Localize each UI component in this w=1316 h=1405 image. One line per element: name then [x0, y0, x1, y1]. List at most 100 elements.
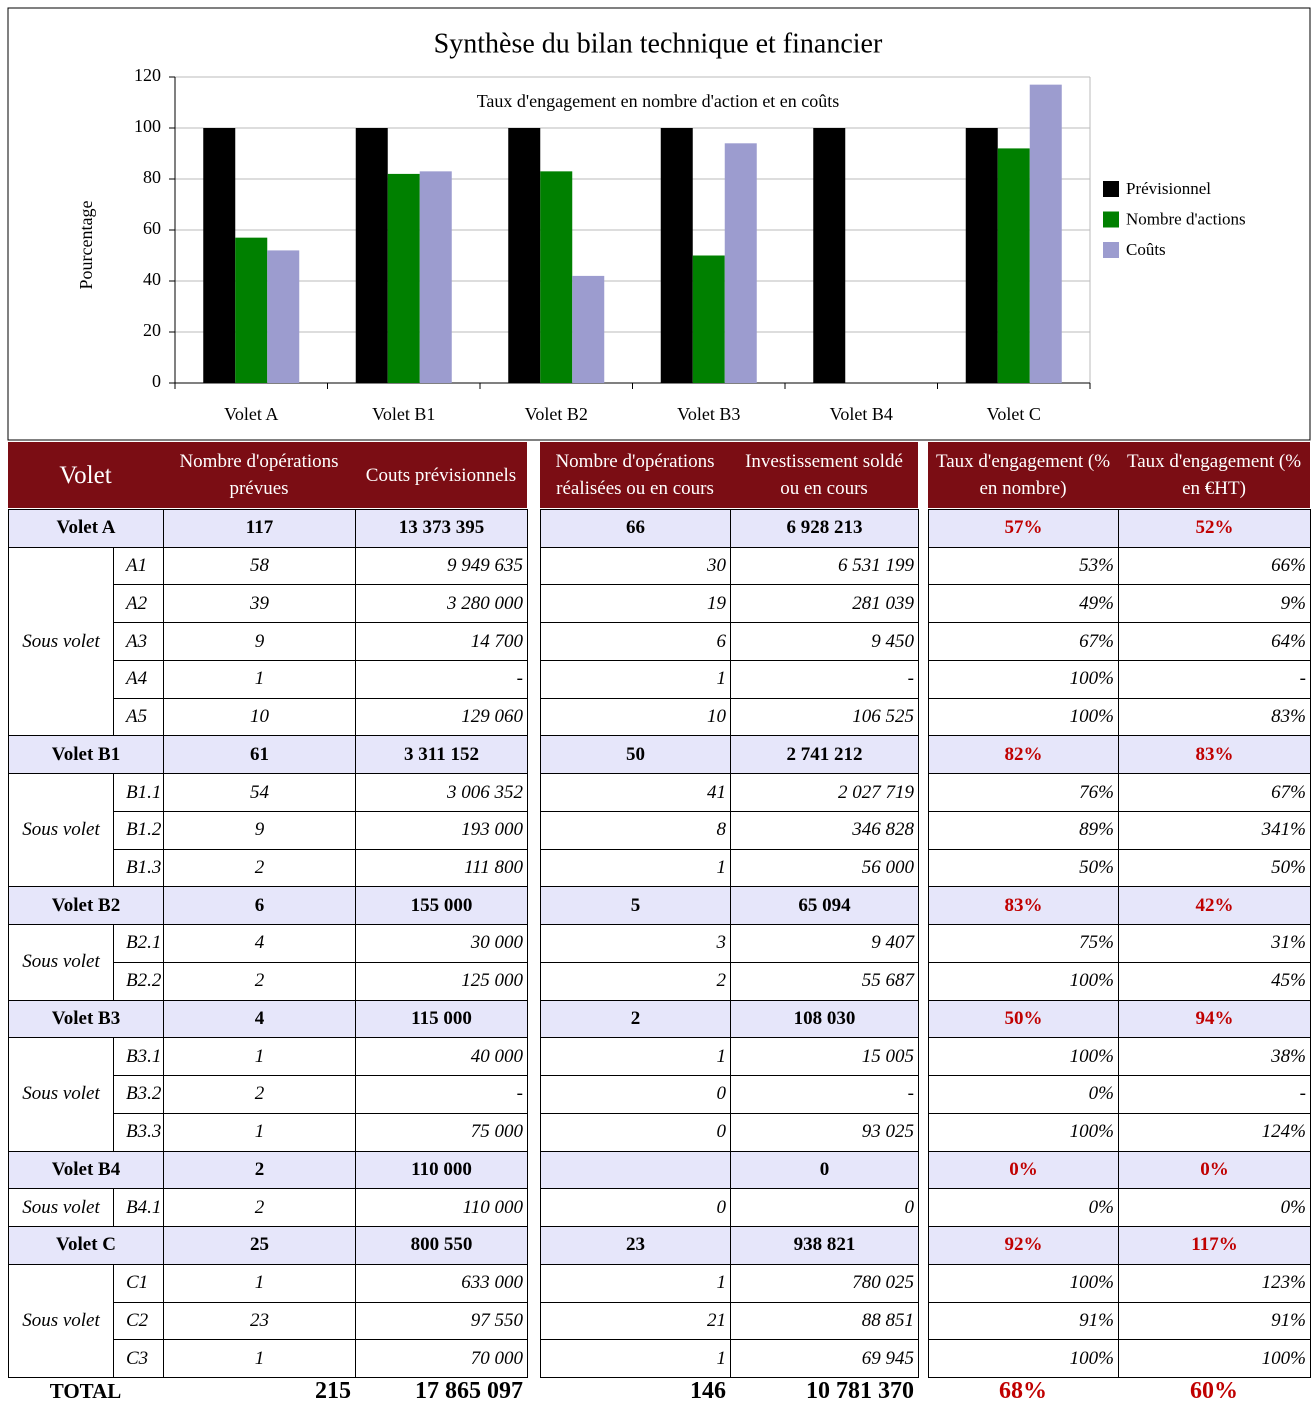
group-cell: 108 030 — [730, 999, 919, 1039]
sub-cell: 2 — [163, 961, 356, 1001]
bar — [540, 171, 573, 383]
sub-code: B1.2 — [113, 810, 164, 850]
group-cell: 50 — [540, 735, 731, 775]
sub-cell: - — [355, 1075, 528, 1114]
sub-cell: 125 000 — [355, 961, 528, 1001]
sub-cell: 0 — [540, 1112, 731, 1152]
group-cell: 2 741 212 — [730, 735, 919, 775]
group-cell: 2 — [540, 999, 731, 1039]
sub-cell: 110 000 — [355, 1188, 528, 1228]
legend-swatch — [1103, 211, 1119, 228]
sub-cell: 9 — [163, 622, 356, 661]
header-cell: Nombre d'opérations réalisées ou en cour… — [540, 442, 730, 508]
sub-cell: 346 828 — [730, 810, 919, 850]
sub-cell: 50% — [1118, 848, 1311, 888]
sub-cell: 100% — [928, 697, 1119, 737]
sub-cell: 97 550 — [355, 1301, 528, 1341]
group-cell: 117 — [163, 509, 356, 548]
group-cell: 0% — [1118, 1150, 1311, 1190]
bar — [572, 275, 605, 383]
sub-code: B1.1 — [113, 773, 164, 812]
group-label: Volet A — [8, 509, 164, 548]
group-cell: 155 000 — [355, 886, 528, 926]
group-cell: 2 — [163, 1150, 356, 1190]
sub-cell: 1 — [540, 1339, 731, 1378]
sub-cell: 45% — [1118, 961, 1311, 1001]
sub-cell: - — [355, 659, 528, 699]
sub-code: A5 — [113, 697, 164, 737]
sub-cell: 75 000 — [355, 1112, 528, 1152]
x-tick-label: Volet A — [224, 404, 278, 424]
sub-code: A1 — [113, 546, 164, 586]
sub-cell: 3 006 352 — [355, 773, 528, 812]
sub-cell: 0% — [1118, 1188, 1311, 1228]
sub-cell: 1 — [540, 848, 731, 888]
group-label: Volet B2 — [8, 886, 164, 926]
sub-cell: 0 — [730, 1188, 919, 1228]
sub-cell: 53% — [928, 546, 1119, 586]
sub-cell: 39 — [163, 584, 356, 624]
sub-cell: 1 — [163, 1112, 356, 1152]
y-tick-label: 40 — [143, 269, 161, 289]
sub-cell: 6 — [540, 622, 731, 661]
total-cell: 17 865 097 — [415, 1377, 523, 1404]
legend-label: Coûts — [1126, 240, 1166, 259]
sub-code: A2 — [113, 584, 164, 624]
bar — [692, 255, 725, 383]
group-cell — [540, 1150, 731, 1190]
chart: Synthèse du bilan technique et financier… — [7, 7, 1311, 441]
sub-label: Sous volet — [8, 924, 114, 1001]
sub-cell: 69 945 — [730, 1339, 919, 1378]
group-cell: 6 928 213 — [730, 509, 919, 548]
sub-cell: 100% — [928, 1263, 1119, 1303]
sub-cell: 91% — [1118, 1301, 1311, 1341]
sub-cell: 67% — [928, 622, 1119, 661]
bar — [203, 128, 236, 383]
sub-cell: 56 000 — [730, 848, 919, 888]
sub-cell: 10 — [163, 697, 356, 737]
group-cell: 6 — [163, 886, 356, 926]
group-cell: 83% — [928, 886, 1119, 926]
sub-cell: 54 — [163, 773, 356, 812]
sub-cell: 9 949 635 — [355, 546, 528, 586]
chart-frame — [7, 7, 1311, 441]
group-label: Volet C — [8, 1226, 164, 1265]
group-cell: 65 094 — [730, 886, 919, 926]
group-cell: 0 — [730, 1150, 919, 1190]
sub-label: Sous volet — [8, 773, 114, 888]
x-tick-label: Volet B3 — [677, 404, 740, 424]
sub-code: B2.1 — [113, 924, 164, 963]
group-cell: 82% — [928, 735, 1119, 775]
sub-cell: 9 450 — [730, 622, 919, 661]
sub-code: B1.3 — [113, 848, 164, 888]
sub-cell: 14 700 — [355, 622, 528, 661]
sub-label: Sous volet — [8, 1263, 114, 1379]
x-tick-label: Volet C — [987, 404, 1041, 424]
y-tick-label: 0 — [152, 371, 161, 391]
bar — [235, 237, 268, 383]
sub-cell: 123% — [1118, 1263, 1311, 1303]
sub-label: Sous volet — [8, 1188, 114, 1228]
bar — [965, 128, 998, 383]
group-cell: 13 373 395 — [355, 509, 528, 548]
sub-cell: 1 — [540, 659, 731, 699]
sub-cell: 58 — [163, 546, 356, 586]
sub-cell: 76% — [928, 773, 1119, 812]
sub-cell: 40 000 — [355, 1037, 528, 1077]
sub-cell: - — [730, 659, 919, 699]
bar — [660, 128, 693, 383]
sub-cell: 15 005 — [730, 1037, 919, 1077]
bar — [267, 250, 300, 383]
group-cell: 61 — [163, 735, 356, 775]
sub-cell: 23 — [163, 1301, 356, 1341]
sub-cell: 100% — [928, 961, 1119, 1001]
group-cell: 57% — [928, 509, 1119, 548]
y-tick-label: 100 — [134, 116, 161, 136]
sub-cell: 100% — [928, 659, 1119, 699]
total-cell: 68% — [999, 1377, 1047, 1404]
bar — [508, 128, 541, 383]
sub-cell: 83% — [1118, 697, 1311, 737]
sub-cell: 633 000 — [355, 1263, 528, 1303]
sub-cell: 67% — [1118, 773, 1311, 812]
